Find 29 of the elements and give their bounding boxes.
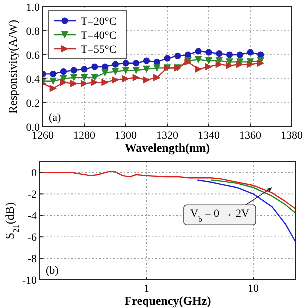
y-tick-label: 0.2 <box>26 98 40 110</box>
x-tick-label: 1 <box>144 283 150 295</box>
y-tick-label: 0.4 <box>26 74 40 86</box>
x-tick-label: 1340 <box>198 130 220 142</box>
y-tick-label: -4 <box>28 210 38 223</box>
y-tick-label: 1.0 <box>26 2 40 14</box>
y-tick-label: -2 <box>28 189 37 202</box>
y-tick-label: 0.8 <box>26 26 40 38</box>
annotation: (a) <box>49 112 62 124</box>
y-tick-label: -10 <box>22 275 38 287</box>
x-axis-title: Wavelength(nm) <box>124 141 210 155</box>
legend-label: T=40°C <box>81 30 117 42</box>
x-tick-label: 1260 <box>32 130 54 142</box>
y-axis-title: Responsivity(A/W) <box>6 20 20 114</box>
legend-label: T=20°C <box>81 16 117 28</box>
y-tick-label: 0.6 <box>26 50 40 62</box>
x-tick-label: 1300 <box>115 130 138 142</box>
x-axis-title: Frequency(GHz) <box>124 294 212 308</box>
y-tick-label: -8 <box>28 254 38 266</box>
x-tick-label: 1280 <box>74 130 96 142</box>
y-tick-label: -6 <box>28 232 38 244</box>
x-tick-label: 10 <box>248 283 260 295</box>
annotation: (b) <box>46 265 60 277</box>
annotation: V$_{b}$ = 0 → 2V <box>190 208 250 224</box>
x-tick-label: 1320 <box>156 130 179 142</box>
x-tick-label: 1360 <box>240 130 262 142</box>
y-tick-label: 0 <box>32 168 38 180</box>
legend-label: T=55°C <box>81 44 117 56</box>
x-tick-label: 1380 <box>281 130 304 142</box>
